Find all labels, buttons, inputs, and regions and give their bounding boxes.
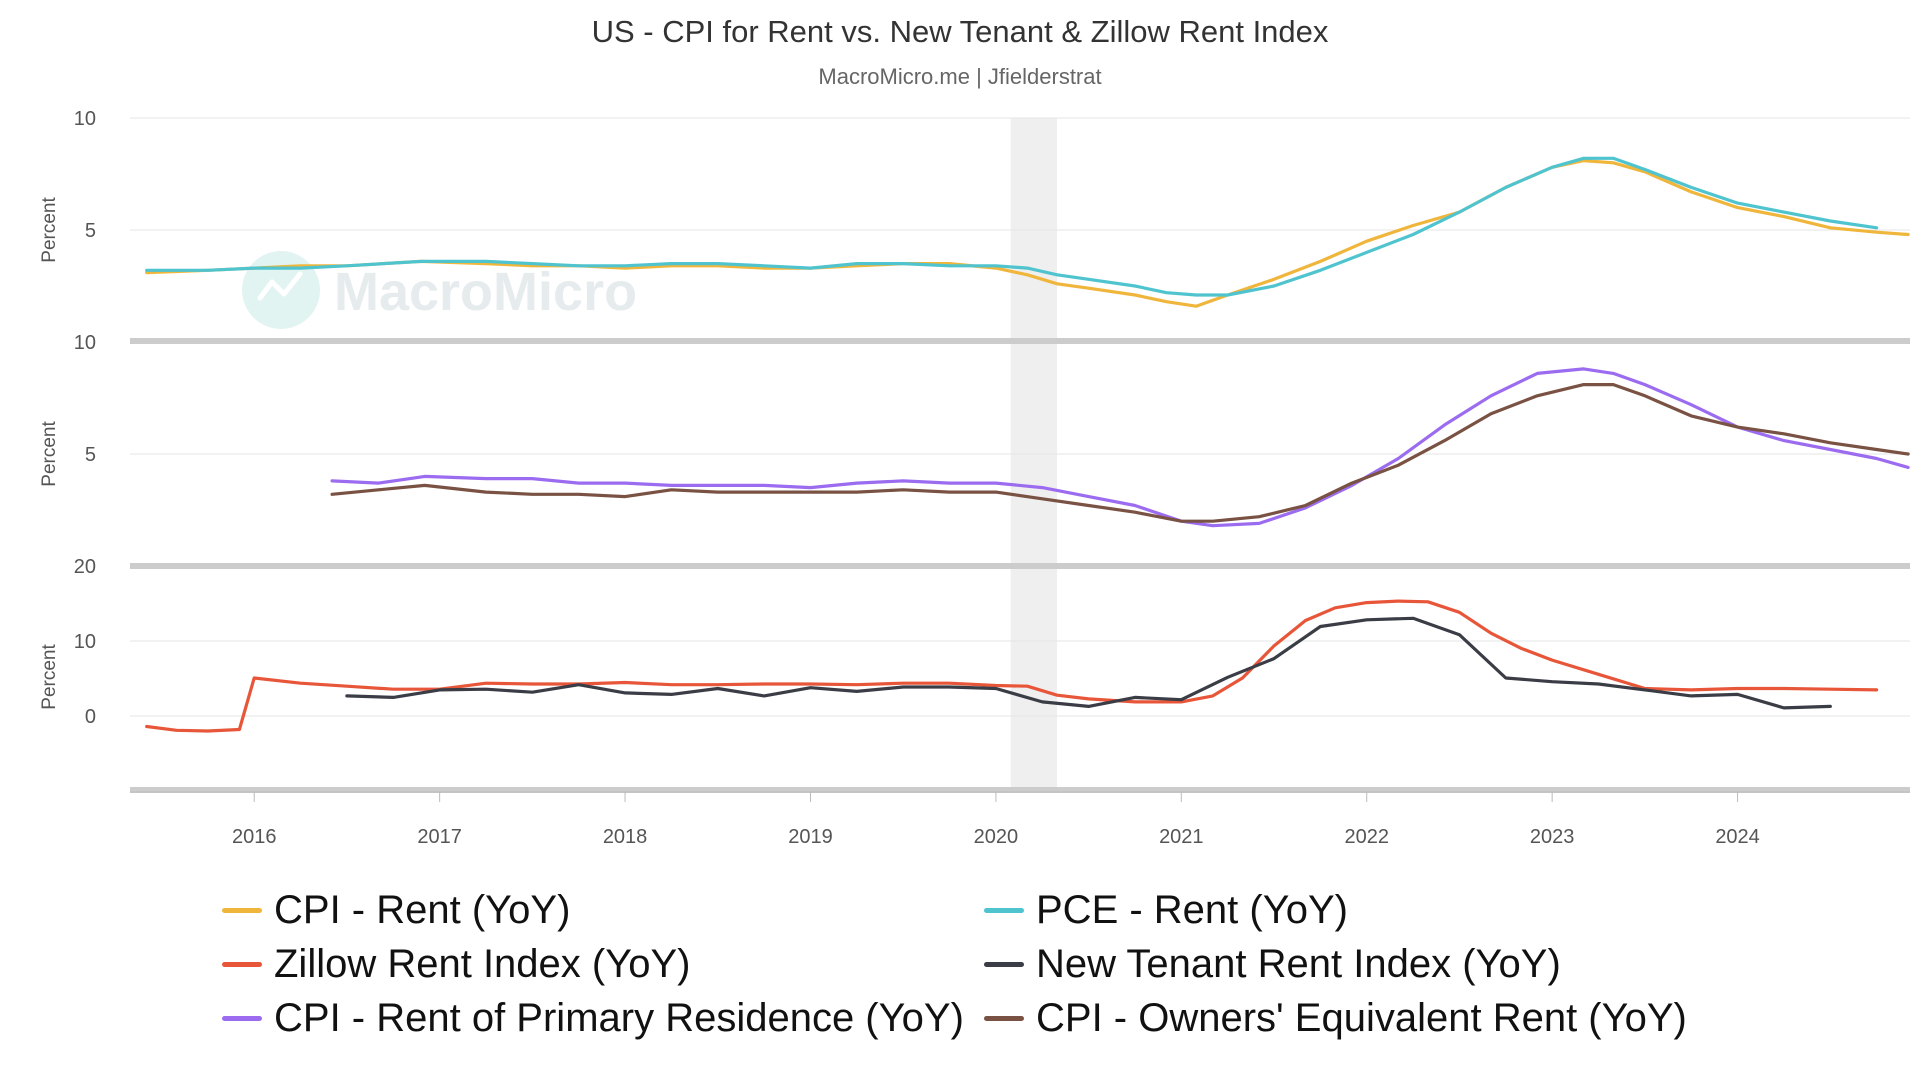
- y-tick-label: 5: [85, 444, 96, 466]
- panel-separator: [130, 563, 1910, 569]
- legend-item-new-tenant[interactable]: New Tenant Rent Index (YoY): [984, 942, 1561, 987]
- y-tick-label: 10: [74, 108, 96, 130]
- x-tick-label: 2024: [1715, 826, 1760, 848]
- legend-label-oer: CPI - Owners' Equivalent Rent (YoY): [1036, 996, 1687, 1040]
- x-tick-label: 2018: [603, 826, 648, 848]
- y-axis-title: Percent: [39, 644, 60, 710]
- legend-label-primary-residence: CPI - Rent of Primary Residence (YoY): [274, 996, 964, 1040]
- chart-subtitle: MacroMicro.me | Jfielderstrat: [818, 64, 1102, 89]
- legend-swatch-pce-rent: [984, 908, 1024, 913]
- legend-swatch-cpi-rent: [222, 908, 262, 913]
- x-tick-label: 2016: [232, 826, 277, 848]
- x-tick-label: 2017: [417, 826, 462, 848]
- x-tick-label: 2019: [788, 826, 833, 848]
- panel-separator: [130, 338, 1910, 344]
- series-line-1-0[interactable]: [330, 367, 1910, 528]
- panel-separator: [130, 787, 1910, 793]
- y-axis-title: Percent: [39, 197, 60, 263]
- series-line-0-0[interactable]: [145, 159, 1910, 308]
- chart-title: US - CPI for Rent vs. New Tenant & Zillo…: [591, 14, 1329, 49]
- legend-item-pce-rent[interactable]: PCE - Rent (YoY): [984, 888, 1348, 933]
- legend-label-pce-rent: PCE - Rent (YoY): [1036, 888, 1348, 932]
- legend-label-cpi-rent: CPI - Rent (YoY): [274, 888, 571, 932]
- legend-swatch-new-tenant: [984, 962, 1024, 967]
- legend-item-zillow[interactable]: Zillow Rent Index (YoY): [222, 942, 690, 987]
- y-axis-title: Percent: [39, 421, 60, 487]
- y-tick-label: 20: [74, 556, 96, 578]
- legend-label-new-tenant: New Tenant Rent Index (YoY): [1036, 942, 1561, 986]
- watermark-text: MacroMicro: [334, 262, 637, 322]
- legend-item-oer[interactable]: CPI - Owners' Equivalent Rent (YoY): [984, 996, 1687, 1041]
- y-tick-label: 0: [85, 706, 96, 728]
- series-line-0-1[interactable]: [145, 156, 1879, 297]
- legend: CPI - Rent (YoY) PCE - Rent (YoY) Zillow…: [0, 888, 1920, 1058]
- x-tick-label: 2021: [1159, 826, 1204, 848]
- legend-label-zillow: Zillow Rent Index (YoY): [274, 942, 691, 986]
- y-tick-label: 5: [85, 220, 96, 242]
- series-line-1-1[interactable]: [330, 383, 1910, 523]
- chart-area: MacroMicro 10 5 Percent 10 5 Percent 20 10 0 Perce…: [39, 108, 1910, 848]
- x-tick-label: 2022: [1344, 826, 1389, 848]
- series-line-2-1[interactable]: [345, 616, 1832, 710]
- y-tick-label: 10: [74, 631, 96, 653]
- x-tick-label: 2023: [1530, 826, 1575, 848]
- x-tick-label: 2020: [974, 826, 1019, 848]
- legend-swatch-primary-residence: [222, 1016, 262, 1021]
- y-tick-label: 10: [74, 332, 96, 354]
- legend-item-cpi-rent[interactable]: CPI - Rent (YoY): [222, 888, 570, 933]
- legend-swatch-zillow: [222, 962, 262, 967]
- watermark-logo-mark: [257, 271, 303, 301]
- legend-item-primary-residence[interactable]: CPI - Rent of Primary Residence (YoY): [222, 996, 964, 1041]
- legend-swatch-oer: [984, 1016, 1024, 1021]
- series-line-2-0[interactable]: [145, 599, 1879, 733]
